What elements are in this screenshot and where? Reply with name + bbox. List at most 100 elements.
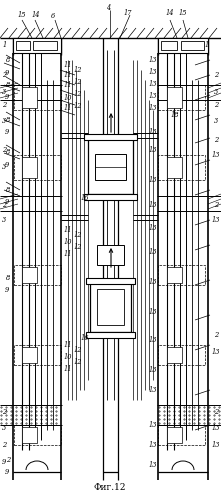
Text: 13: 13 [149, 68, 157, 76]
Text: 13: 13 [149, 386, 157, 394]
Text: 3: 3 [2, 88, 6, 96]
Bar [88, 136, 133, 194]
Text: 4: 4 [106, 4, 110, 12]
Text: 13: 13 [212, 151, 220, 159]
Text: 9: 9 [5, 128, 9, 136]
Text: 13: 13 [149, 128, 157, 136]
Bar [86, 278, 135, 284]
Text: 10: 10 [64, 238, 72, 246]
Text: 11: 11 [64, 226, 72, 234]
Text: 11: 11 [64, 250, 72, 258]
Text: 2: 2 [6, 456, 10, 464]
Text: 13: 13 [212, 424, 220, 432]
Bar [158, 38, 208, 53]
Text: 13: 13 [149, 56, 157, 64]
Bar [14, 425, 61, 445]
Text: 8: 8 [6, 56, 10, 64]
Text: 13: 13 [149, 366, 157, 374]
Bar [90, 280, 131, 332]
Text: 12: 12 [74, 90, 82, 98]
Bar [181, 41, 204, 50]
Text: 13: 13 [212, 348, 220, 356]
Text: 9: 9 [5, 93, 9, 101]
Text: 12: 12 [74, 66, 82, 74]
Bar [158, 345, 205, 365]
Text: 2: 2 [214, 201, 218, 209]
Bar [167, 427, 182, 443]
Text: 12: 12 [74, 102, 82, 110]
Text: 11: 11 [64, 81, 72, 89]
Bar [95, 154, 126, 180]
Bar [167, 267, 182, 283]
Bar [22, 157, 37, 178]
Text: 13: 13 [149, 176, 157, 184]
Text: 13: 13 [149, 441, 157, 449]
Text: 9: 9 [2, 458, 6, 466]
Text: 1: 1 [205, 41, 209, 49]
Text: 2: 2 [2, 101, 6, 109]
Text: 9: 9 [5, 161, 9, 169]
Text: 9: 9 [5, 69, 9, 77]
Text: 3: 3 [2, 424, 6, 432]
Text: 13: 13 [212, 216, 220, 224]
Bar [86, 332, 135, 338]
Text: 15: 15 [179, 9, 187, 17]
Text: 13: 13 [149, 336, 157, 344]
Text: 13: 13 [149, 92, 157, 100]
Text: 13: 13 [149, 80, 157, 88]
Bar [22, 347, 37, 363]
Text: 16: 16 [81, 194, 89, 202]
Bar [16, 41, 30, 50]
Text: 12: 12 [74, 231, 82, 239]
Bar [14, 85, 61, 110]
Text: 16: 16 [81, 334, 89, 342]
Text: 15: 15 [18, 11, 26, 19]
Bar [167, 87, 182, 108]
Text: 2: 2 [2, 201, 6, 209]
Bar [14, 345, 61, 365]
Text: 8: 8 [6, 148, 10, 156]
Bar [158, 265, 205, 285]
Text: 13: 13 [149, 308, 157, 316]
Text: 9: 9 [5, 468, 9, 476]
Text: 8: 8 [6, 116, 10, 124]
Text: 13: 13 [149, 224, 157, 232]
Text: 12: 12 [74, 78, 82, 86]
Text: 13: 13 [149, 146, 157, 154]
Text: 2: 2 [2, 441, 6, 449]
Text: 3: 3 [214, 117, 218, 125]
Text: 2: 2 [214, 408, 218, 416]
Bar [22, 427, 37, 443]
Bar [22, 87, 37, 108]
Text: 1: 1 [3, 41, 7, 49]
Text: 18: 18 [171, 111, 179, 119]
Text: 2: 2 [2, 71, 6, 79]
Bar [161, 41, 177, 50]
Text: 12: 12 [74, 346, 82, 354]
Text: 13: 13 [149, 278, 157, 286]
Text: 2: 2 [2, 146, 6, 154]
Text: 13: 13 [149, 248, 157, 256]
Text: Фиг.12: Фиг.12 [94, 484, 126, 492]
Text: 8: 8 [6, 274, 10, 282]
Text: 9: 9 [5, 286, 9, 294]
Text: 17: 17 [124, 9, 132, 17]
Bar [13, 38, 61, 53]
Text: 2: 2 [214, 331, 218, 339]
Bar [22, 267, 37, 283]
Bar [158, 425, 205, 445]
Text: 13: 13 [149, 421, 157, 429]
Text: 13: 13 [149, 201, 157, 209]
Bar [158, 85, 205, 110]
Bar [158, 155, 205, 180]
Text: 8: 8 [6, 81, 10, 89]
Text: 6: 6 [51, 12, 55, 20]
Text: 11: 11 [64, 71, 72, 79]
Text: 3: 3 [2, 163, 6, 171]
Text: 14: 14 [166, 9, 174, 17]
Text: 3: 3 [2, 117, 6, 125]
Text: 11: 11 [64, 61, 72, 69]
Bar [84, 134, 137, 140]
Text: 3: 3 [2, 216, 6, 224]
Text: 9: 9 [5, 198, 9, 206]
